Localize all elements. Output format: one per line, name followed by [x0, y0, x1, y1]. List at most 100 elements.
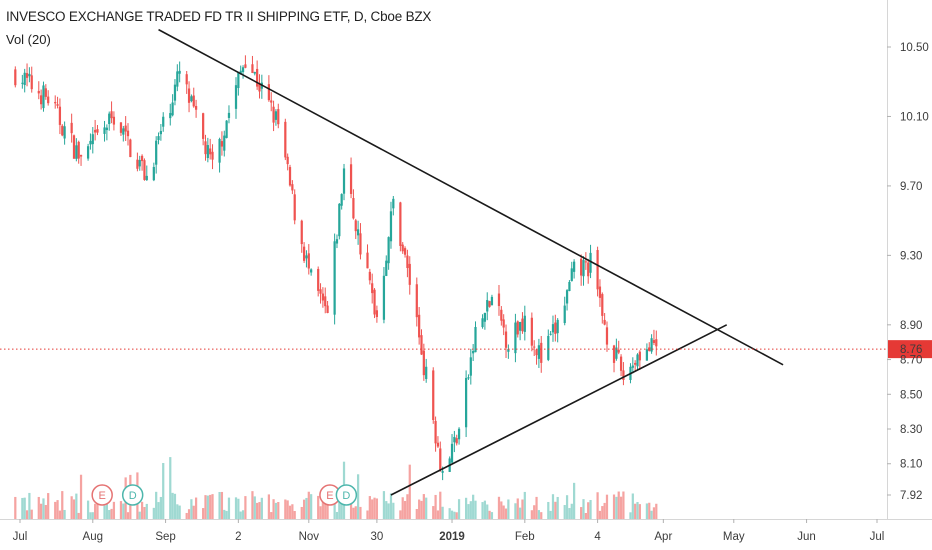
- volume-bar: [108, 510, 111, 519]
- candle-body: [302, 246, 306, 261]
- last-price-line: 8.76: [0, 340, 932, 359]
- candle-body: [171, 102, 174, 116]
- candle-body: [136, 159, 139, 169]
- price-tick-label: 8.30: [900, 424, 922, 436]
- volume-bar: [540, 512, 543, 519]
- volume-bar: [453, 511, 456, 519]
- candle-body: [211, 151, 214, 160]
- volume-bar: [392, 502, 395, 519]
- trendline-lower[interactable]: [390, 324, 728, 496]
- candle-body: [37, 90, 40, 94]
- volume-bar: [204, 495, 207, 519]
- volume-bar: [218, 491, 221, 519]
- volume-indicator-label[interactable]: Vol (20): [6, 32, 51, 47]
- volume-bar: [504, 508, 508, 519]
- volume-bar: [584, 512, 587, 519]
- candle-body: [392, 198, 395, 209]
- price-tick-label: 9.30: [900, 250, 922, 262]
- candle-body: [551, 324, 555, 333]
- trendline-upper[interactable]: [158, 28, 784, 366]
- candle-body: [223, 135, 226, 151]
- candle-body: [321, 293, 325, 301]
- candle-body: [129, 139, 132, 158]
- time-tick-label: 2: [235, 531, 241, 543]
- candle-body: [185, 74, 188, 85]
- volume-bar: [227, 497, 231, 519]
- candle-body: [14, 69, 17, 86]
- dividend-badge[interactable]: [121, 484, 144, 506]
- volume-bar: [28, 492, 31, 519]
- candle-body: [176, 71, 179, 87]
- candle-body: [47, 96, 50, 104]
- candle-body: [112, 116, 116, 125]
- volume-bar: [47, 493, 50, 519]
- candle-body: [225, 120, 228, 138]
- volume-bar: [77, 512, 80, 519]
- volume-bar: [324, 500, 327, 519]
- volume-bar: [533, 505, 536, 519]
- volume-bar: [288, 505, 292, 519]
- candle-body: [603, 319, 606, 325]
- volume-bar: [523, 491, 526, 519]
- candle-body: [326, 305, 329, 313]
- volume-bar: [554, 501, 557, 519]
- candle-body: [319, 289, 322, 294]
- trendlines[interactable]: [158, 28, 784, 496]
- candle-body: [441, 470, 444, 473]
- volume-bar: [436, 510, 440, 519]
- time-tick-label: 4: [594, 531, 601, 543]
- volume-bar: [159, 496, 162, 519]
- volume-bar: [44, 504, 47, 519]
- candle-body: [533, 346, 536, 348]
- candle-body: [237, 72, 240, 89]
- price-axis[interactable]: 10.50 10.10 9.70 9.30 8.90 8.70 8.50 8.30 8.10 7.…: [887, 42, 929, 502]
- volume-bar: [194, 497, 198, 519]
- earnings-badge[interactable]: [91, 484, 113, 506]
- candle-body: [61, 125, 64, 136]
- symbol-title[interactable]: INVESCO EXCHANGE TRADED FD TR II SHIPPIN…: [6, 9, 432, 24]
- volume-bar: [185, 512, 188, 519]
- volume-bar: [580, 507, 583, 519]
- candle-body: [415, 284, 418, 318]
- time-tick-label: May: [723, 531, 745, 543]
- volume-bar: [549, 510, 552, 519]
- volume-bar: [406, 494, 409, 519]
- candle-body: [652, 340, 656, 343]
- volume-bar: [497, 496, 501, 519]
- volume-bar: [143, 507, 146, 519]
- time-tick-label: Sep: [155, 531, 175, 543]
- dividend-badge[interactable]: [335, 484, 358, 506]
- volume-bar: [612, 494, 616, 519]
- badge-letter: D: [342, 490, 350, 502]
- volume-bar: [359, 506, 362, 519]
- volume-bar: [274, 502, 278, 519]
- volume-bar: [481, 502, 484, 519]
- candle-body: [234, 85, 238, 109]
- volume-bar: [450, 510, 454, 519]
- time-tick-label: Jul: [870, 531, 885, 543]
- time-axis[interactable]: Jul Aug Sep 2 Nov 30 2019 Feb 4 Apr May Jun Jul: [13, 519, 885, 543]
- candle-body: [399, 202, 402, 246]
- volume-bar: [582, 499, 585, 519]
- volume-bar: [225, 510, 228, 519]
- volume-bar: [514, 503, 517, 519]
- time-tick-label: Apr: [654, 531, 672, 543]
- candle-body: [305, 255, 308, 259]
- volume-bar: [356, 474, 360, 519]
- candle-body: [650, 338, 653, 352]
- volume-bar: [572, 482, 576, 519]
- volume-bar: [173, 493, 177, 519]
- candle-body: [500, 309, 503, 321]
- candle-body: [605, 327, 609, 345]
- candle-body: [342, 168, 346, 194]
- volume-bar: [25, 510, 29, 519]
- candle-body: [145, 175, 148, 181]
- volume-bar: [570, 503, 573, 519]
- volume-bar: [105, 491, 108, 519]
- candle-body: [293, 194, 296, 221]
- volume-bar: [441, 506, 444, 519]
- candle-body: [601, 294, 604, 316]
